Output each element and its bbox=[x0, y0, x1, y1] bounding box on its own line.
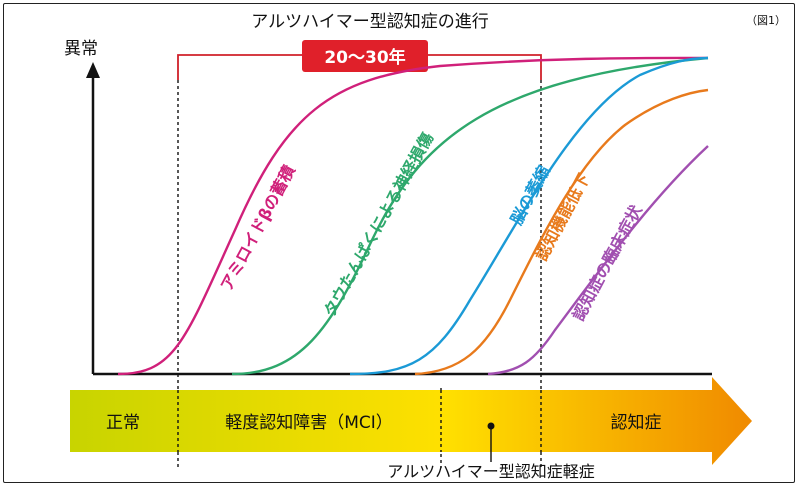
curve-label-clinical: 認知症の臨床症状 bbox=[569, 201, 646, 324]
curve-label-tau: タウたんぱくによる神経損傷 bbox=[320, 129, 437, 320]
curve-clinical bbox=[487, 145, 709, 376]
mild-stage-label: アルツハイマー型認知症軽症 bbox=[387, 462, 595, 481]
curve-label-atrophy: 脳の萎縮 bbox=[507, 162, 554, 227]
curve-atrophy bbox=[349, 56, 709, 376]
y-axis-arrowhead bbox=[86, 62, 100, 78]
duration-badge-label: 20〜30年 bbox=[324, 47, 405, 68]
figure-label: （図1） bbox=[746, 14, 786, 27]
figure-frame bbox=[3, 3, 795, 483]
curve-tau bbox=[231, 56, 709, 376]
curve-cognitive bbox=[414, 88, 709, 376]
stage-label-normal: 正常 bbox=[106, 413, 140, 433]
duration-badge bbox=[302, 40, 428, 72]
curve-amyloid bbox=[117, 56, 709, 376]
stage-label-dementia: 認知症 bbox=[611, 413, 662, 433]
stage-arrow-band bbox=[70, 377, 752, 465]
y-axis-label: 異常 bbox=[64, 39, 98, 59]
diagram-title: アルツハイマー型認知症の進行 bbox=[251, 12, 489, 32]
stage-label-mci: 軽度認知障害（MCI） bbox=[225, 413, 393, 433]
